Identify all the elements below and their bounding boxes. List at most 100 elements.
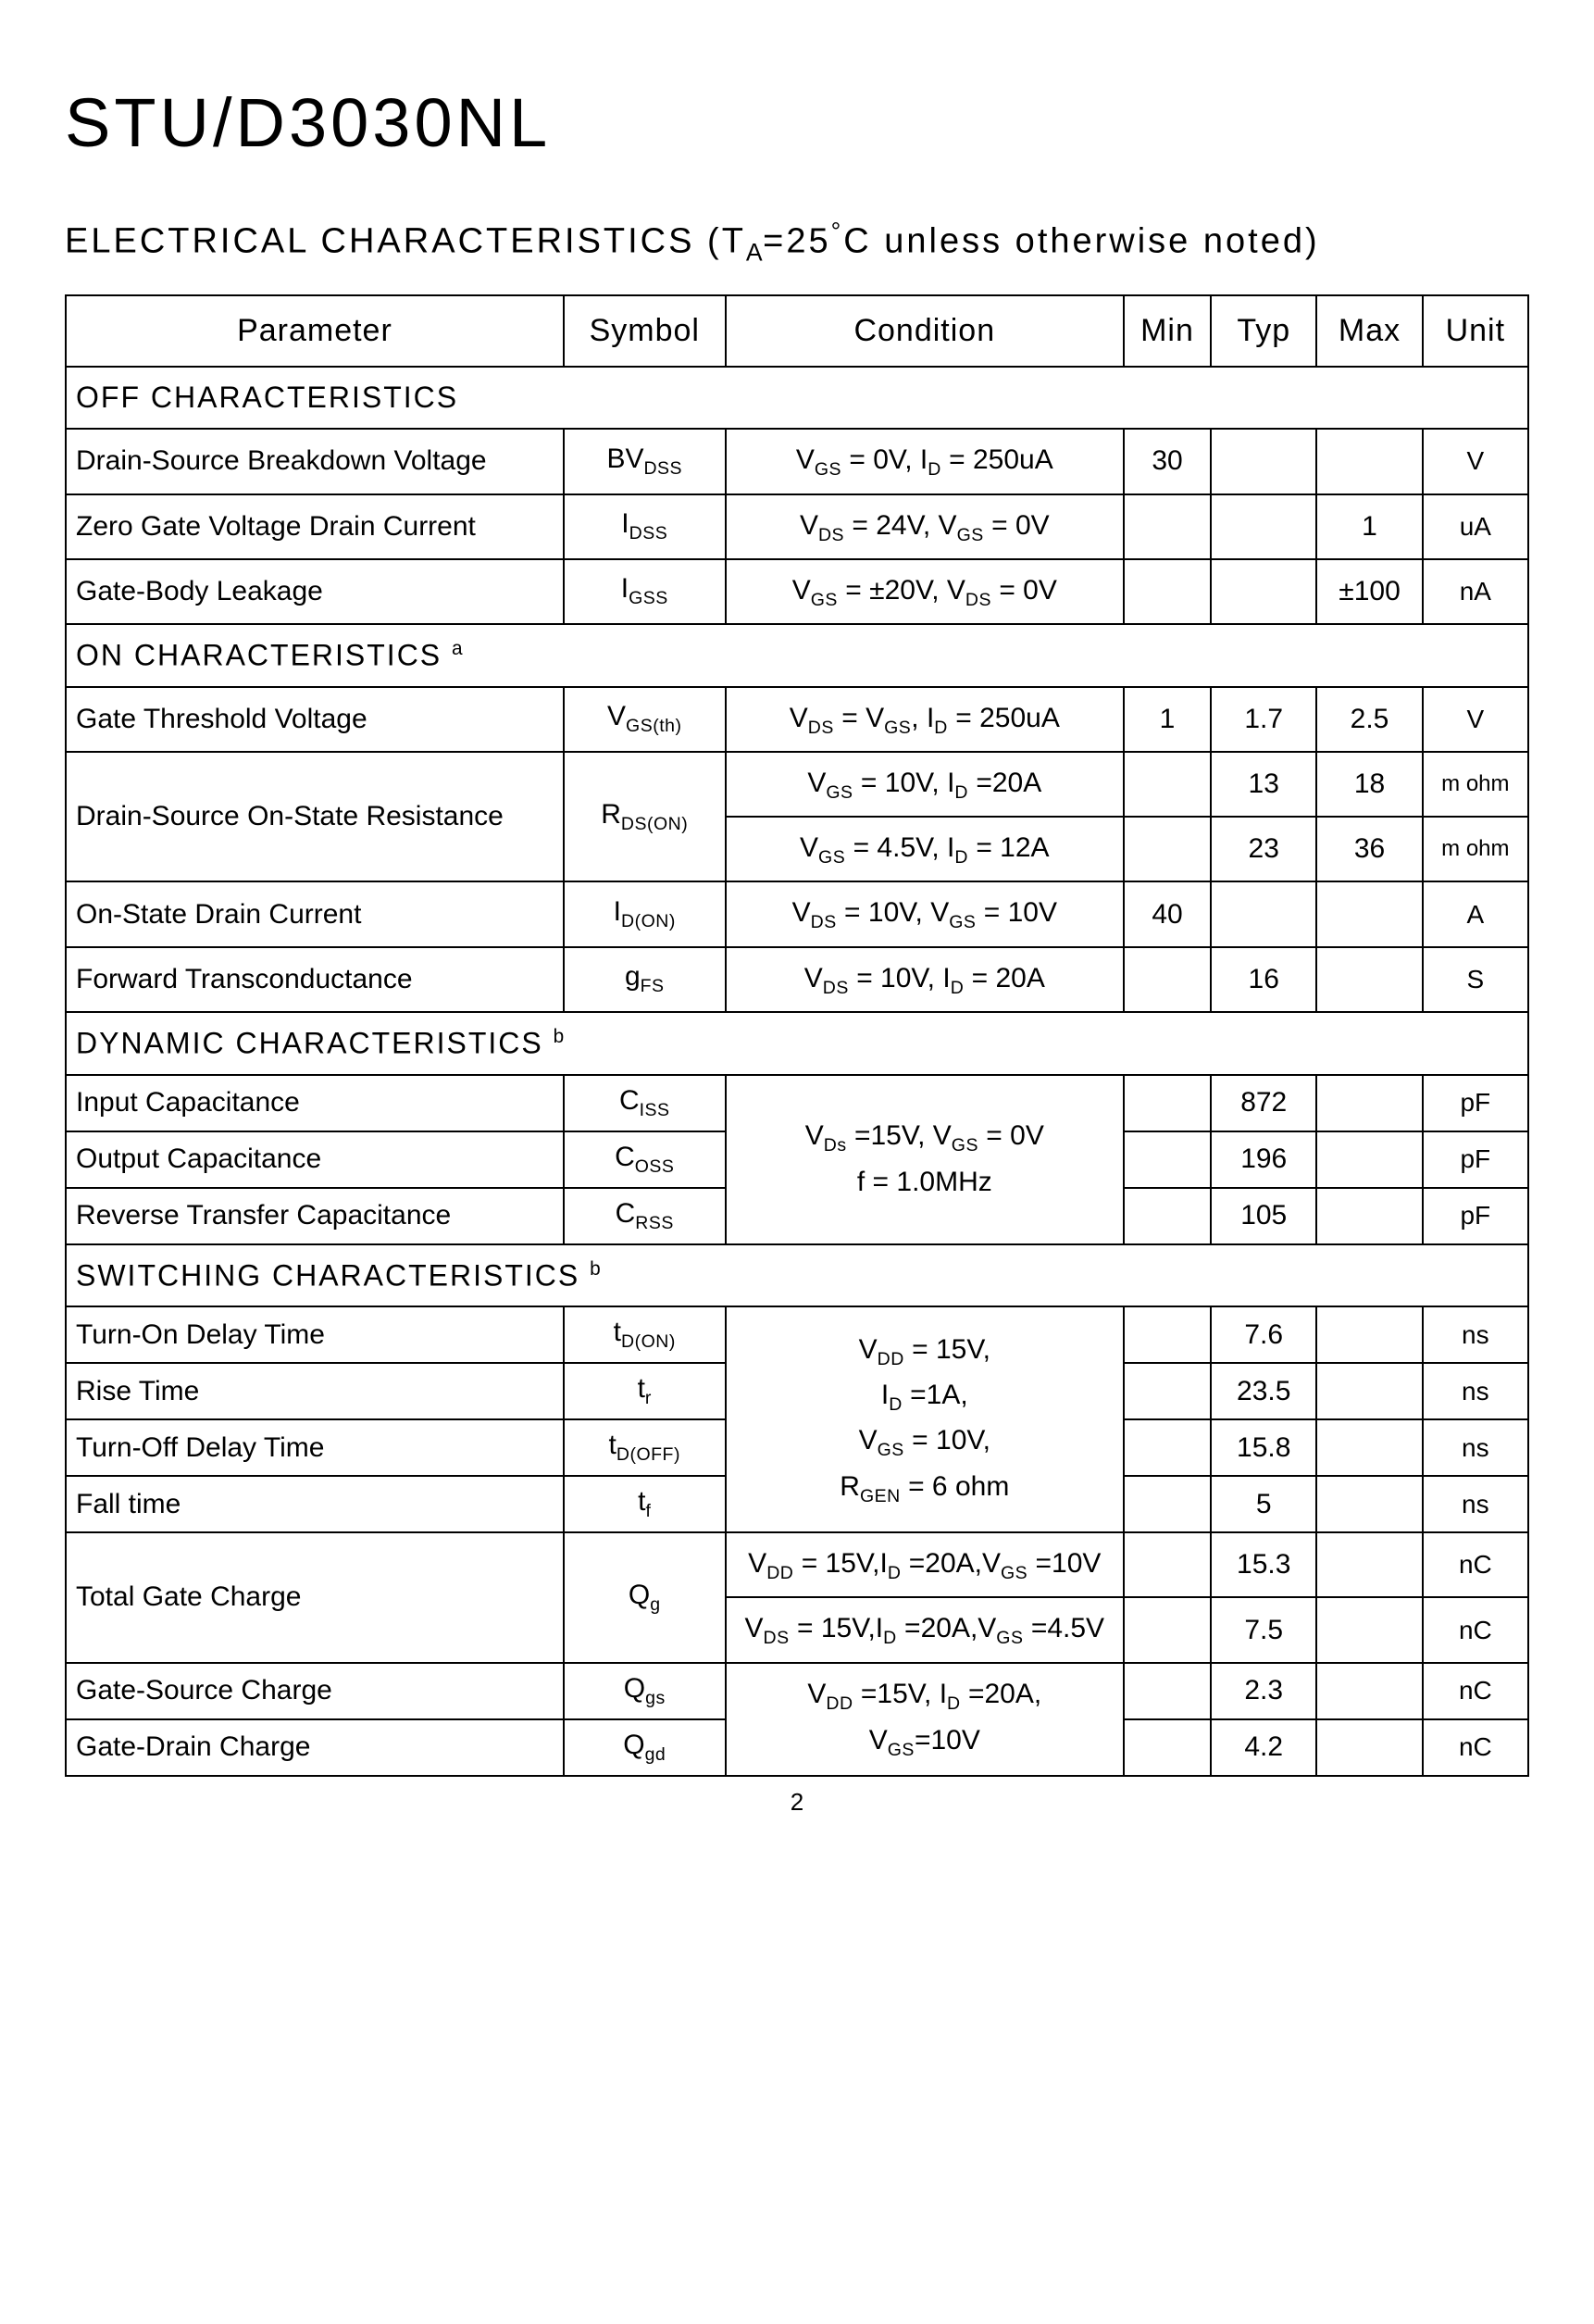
typ <box>1211 881 1316 946</box>
subtitle-prefix: ELECTRICAL CHARACTERISTICS <box>65 222 694 261</box>
c: =15V, V <box>847 1120 952 1151</box>
c: V <box>807 1679 826 1709</box>
subtitle-cond-open: (T <box>694 222 745 261</box>
c: =10V <box>1027 1548 1101 1579</box>
unit: ns <box>1423 1476 1528 1532</box>
min: 30 <box>1124 429 1211 494</box>
symbol: CISS <box>564 1075 726 1131</box>
c: = 15V, <box>904 1334 990 1365</box>
row-idss: Zero Gate Voltage Drain Current IDSS VDS… <box>66 494 1528 559</box>
sym-sub: D(ON) <box>621 911 676 931</box>
c: D <box>951 978 965 998</box>
c: D <box>928 459 941 480</box>
c: I <box>881 1380 889 1410</box>
symbol: RDS(ON) <box>564 752 726 882</box>
c: GS <box>815 459 841 480</box>
sym-sub: GSS <box>629 588 668 608</box>
max <box>1316 1532 1422 1597</box>
c: GS <box>996 1628 1023 1648</box>
c: = 4.5V, I <box>845 832 954 863</box>
param: Drain-Source On-State Resistance <box>66 752 564 882</box>
condition-shared: VDs =15V, VGS = 0V f = 1.0MHz <box>726 1075 1124 1244</box>
sym-sub: D(ON) <box>621 1331 676 1352</box>
c: V <box>804 963 823 993</box>
max <box>1316 1476 1422 1532</box>
c: = 10V, V <box>837 897 950 928</box>
param: Input Capacitance <box>66 1075 564 1131</box>
unit: uA <box>1423 494 1528 559</box>
c: = 250uA <box>948 703 1060 733</box>
section-dynamic: DYNAMIC CHARACTERISTICS b <box>66 1012 1528 1075</box>
t: SWITCHING CHARACTERISTICS <box>76 1258 579 1292</box>
c: = 0V <box>991 575 1057 606</box>
hdr-typ: Typ <box>1211 295 1316 367</box>
min <box>1124 1663 1211 1719</box>
unit: A <box>1423 881 1528 946</box>
hdr-symbol: Symbol <box>564 295 726 367</box>
row-qg-1: Total Gate Charge Qg VDD = 15V,ID =20A,V… <box>66 1532 1528 1597</box>
param: Rise Time <box>66 1363 564 1419</box>
typ: 4.2 <box>1211 1719 1316 1776</box>
max <box>1316 881 1422 946</box>
typ: 7.6 <box>1211 1306 1316 1363</box>
sym-pre: I <box>621 508 629 539</box>
l3: VGS = 10V, <box>734 1421 1115 1463</box>
hdr-condition: Condition <box>726 295 1124 367</box>
c: GS <box>952 1135 978 1156</box>
min <box>1124 1075 1211 1131</box>
param: On-State Drain Current <box>66 881 564 946</box>
typ <box>1211 494 1316 559</box>
sym-sub: gs <box>645 1688 666 1708</box>
header-row: Parameter Symbol Condition Min Typ Max U… <box>66 295 1528 367</box>
row-ciss: Input Capacitance CISS VDs =15V, VGS = 0… <box>66 1075 1528 1131</box>
unit: nC <box>1423 1663 1528 1719</box>
c: = 10V, <box>904 1425 990 1456</box>
condition: VDS = 10V, VGS = 10V <box>726 881 1124 946</box>
l1: VDD =15V, ID =20A, <box>734 1675 1115 1717</box>
sym-pre: Q <box>623 1730 644 1760</box>
row-idon: On-State Drain Current ID(ON) VDS = 10V,… <box>66 881 1528 946</box>
max: ±100 <box>1316 559 1422 624</box>
section-on-label: ON CHARACTERISTICS a <box>66 624 1528 687</box>
max <box>1316 1663 1422 1719</box>
min <box>1124 1131 1211 1188</box>
c: GS <box>826 782 853 803</box>
param: Gate-Source Charge <box>66 1663 564 1719</box>
typ: 105 <box>1211 1188 1316 1244</box>
hdr-max: Max <box>1316 295 1422 367</box>
condition: VDS = VGS, ID = 250uA <box>726 687 1124 752</box>
symbol: IDSS <box>564 494 726 559</box>
condition: VDS = 10V, ID = 20A <box>726 947 1124 1012</box>
param: Zero Gate Voltage Drain Current <box>66 494 564 559</box>
typ: 13 <box>1211 752 1316 817</box>
c: =20A <box>968 768 1041 798</box>
section-dyn-label: DYNAMIC CHARACTERISTICS b <box>66 1012 1528 1075</box>
subtitle-tail: C unless otherwise noted) <box>843 222 1319 261</box>
sym-sub: FS <box>641 976 665 996</box>
c: GS <box>818 847 845 868</box>
sym-pre: Q <box>629 1580 650 1610</box>
min <box>1124 1188 1211 1244</box>
unit: nC <box>1423 1532 1528 1597</box>
l2: f = 1.0MHz <box>734 1163 1115 1202</box>
typ: 872 <box>1211 1075 1316 1131</box>
c: D <box>954 847 968 868</box>
c: V <box>790 703 808 733</box>
symbol: Qgd <box>564 1719 726 1776</box>
c: = 15V,I <box>790 1613 883 1643</box>
param: Turn-Off Delay Time <box>66 1419 564 1476</box>
c: D <box>947 1693 961 1714</box>
c: DS <box>808 718 834 738</box>
section-on: ON CHARACTERISTICS a <box>66 624 1528 687</box>
typ: 23 <box>1211 817 1316 881</box>
c: = V <box>834 703 884 733</box>
max <box>1316 1363 1422 1419</box>
min <box>1124 752 1211 817</box>
c: = 10V, I <box>853 768 955 798</box>
section-off-label: OFF CHARACTERISTICS <box>66 367 1528 429</box>
sym-pre: t <box>614 1317 621 1347</box>
symbol: tr <box>564 1363 726 1419</box>
condition: VGS = 4.5V, ID = 12A <box>726 817 1124 881</box>
row-bvdss: Drain-Source Breakdown Voltage BVDSS VGS… <box>66 429 1528 494</box>
symbol: COSS <box>564 1131 726 1188</box>
